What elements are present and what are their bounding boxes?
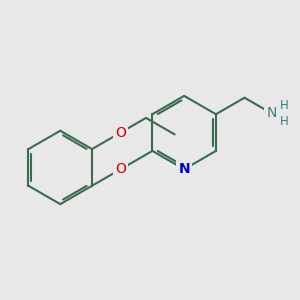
Text: H: H	[280, 99, 289, 112]
Text: N: N	[266, 106, 277, 120]
Text: N: N	[178, 162, 190, 176]
Text: H: H	[280, 115, 289, 128]
Text: O: O	[115, 126, 126, 140]
Text: O: O	[115, 162, 126, 176]
